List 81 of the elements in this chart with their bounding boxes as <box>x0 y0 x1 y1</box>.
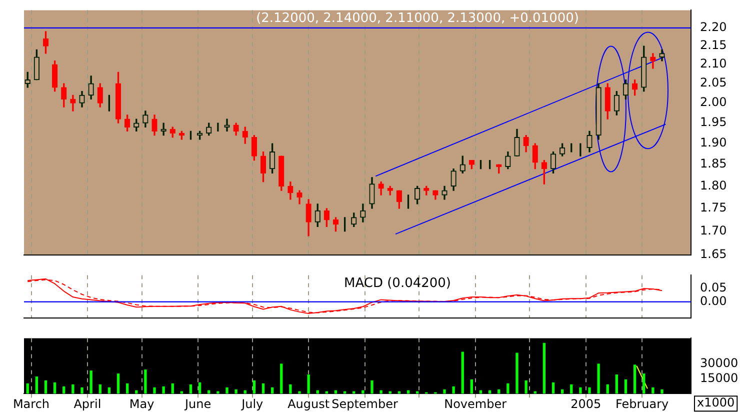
bar <box>126 383 129 394</box>
bar <box>234 389 238 394</box>
bar <box>570 384 573 394</box>
bar <box>524 380 528 394</box>
bar <box>370 380 374 394</box>
bar <box>461 352 464 394</box>
bar <box>452 386 455 394</box>
y-tick-label: 1.95 <box>700 115 727 130</box>
bar <box>226 387 228 394</box>
y-tick-label: 0.00 <box>700 294 727 308</box>
bar <box>606 384 609 394</box>
y-tick-label: 1.85 <box>700 156 727 171</box>
x-tick-label: September <box>332 396 398 411</box>
bar <box>72 384 74 394</box>
y-tick-label: 2.10 <box>700 56 727 71</box>
bar <box>624 379 628 394</box>
x-tick-label: November <box>444 396 507 411</box>
chart-title: (2.12000, 2.14000, 2.11000, 2.13000, +0.01000) <box>256 11 579 26</box>
bar <box>506 383 510 394</box>
bar <box>189 384 192 394</box>
text: x1000 <box>697 396 735 410</box>
bar <box>198 382 202 394</box>
bar <box>443 389 446 394</box>
bar <box>552 382 555 394</box>
bar <box>252 380 256 394</box>
y-tick-label: 1.75 <box>700 200 727 215</box>
bar <box>597 364 600 394</box>
bar <box>90 370 92 394</box>
bar <box>280 364 283 394</box>
x-tick-label: 2005 <box>570 396 602 411</box>
y-tick-label: 30000 <box>700 356 738 370</box>
bar <box>144 370 147 394</box>
bar <box>579 387 582 394</box>
bar <box>108 387 111 394</box>
y-tick-label: 0.05 <box>700 280 727 295</box>
bar <box>298 391 301 394</box>
y-tick-label: 2.15 <box>700 38 727 52</box>
candlestick <box>224 118 230 132</box>
bar <box>216 391 220 394</box>
y-tick-label: 2.05 <box>700 76 727 90</box>
y-tick-label: 2.00 <box>700 95 727 110</box>
bar <box>262 383 265 394</box>
bar <box>44 380 48 394</box>
x-tick-label: March <box>12 396 50 411</box>
bar <box>615 374 618 394</box>
bar <box>116 373 120 394</box>
x-tick-label: June <box>184 396 212 411</box>
bar <box>516 352 518 394</box>
bar <box>98 384 102 394</box>
bar <box>26 383 29 394</box>
chart-title: MACD (0.04200) <box>344 276 452 292</box>
bar <box>162 386 165 394</box>
y-tick-label: 1.90 <box>700 136 727 150</box>
y-tick-label: 1.65 <box>700 246 727 261</box>
bar <box>62 386 66 394</box>
bar <box>470 379 474 394</box>
bar <box>153 387 156 394</box>
bar <box>660 389 664 394</box>
bar <box>380 390 382 394</box>
bar <box>588 387 591 394</box>
bar <box>171 383 174 394</box>
bar <box>542 342 546 394</box>
y-tick-label: 1.80 <box>700 178 727 192</box>
x-tick-label: February <box>615 396 669 411</box>
x-tick-label: May <box>129 396 154 411</box>
bar <box>53 382 56 394</box>
x-tick-label: July <box>240 396 264 411</box>
x-tick-label: April <box>74 396 102 411</box>
x-tick-label: August <box>288 396 330 411</box>
bar <box>652 387 654 394</box>
bar <box>35 376 38 394</box>
bar <box>270 387 274 394</box>
bar <box>633 364 636 394</box>
bar <box>362 390 364 394</box>
y-tick-label: 1.70 <box>700 223 727 238</box>
bar <box>80 387 84 394</box>
bar <box>307 374 310 394</box>
y-tick-label: 15000 <box>700 370 738 385</box>
bar <box>289 384 292 394</box>
y-tick-label: 2.20 <box>700 20 727 34</box>
bar <box>642 373 646 394</box>
